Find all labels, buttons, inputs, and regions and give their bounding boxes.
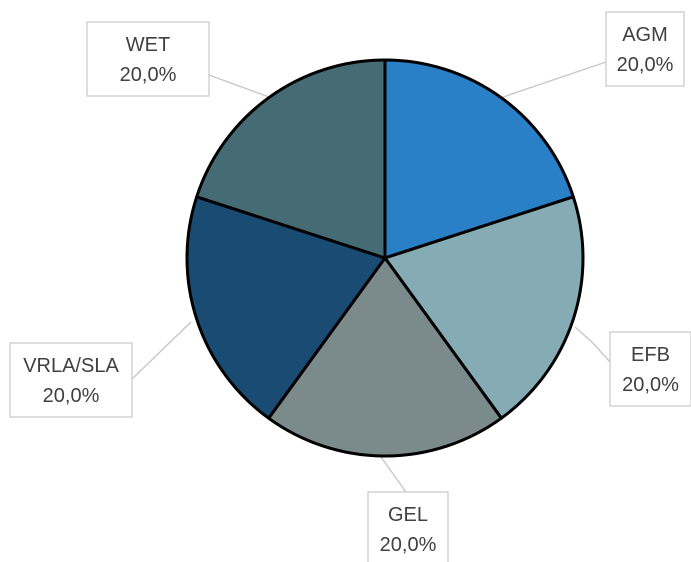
leader-lines [131, 61, 611, 493]
data-label-box [367, 491, 449, 562]
data-label-category: AGM [622, 24, 668, 46]
data-label-category: GEL [388, 504, 428, 526]
pie-slice-wet [195, 58, 387, 260]
data-label-value: 20,0% [617, 54, 674, 76]
data-label-category: WET [126, 34, 170, 56]
leader-line-vrla-sla [131, 321, 192, 380]
data-labels: AGM20,0%EFB20,0%GEL20,0%VRLA/SLA20,0%WET… [9, 11, 691, 562]
pie-slice-efb [383, 195, 585, 420]
pie-slice-gel [267, 256, 503, 458]
data-label-value: 20,0% [43, 385, 100, 407]
data-label-value: 20,0% [380, 534, 437, 556]
leader-line-gel [380, 456, 407, 493]
pie-slice-vrla-sla [185, 195, 387, 420]
data-label-vrla-sla: VRLA/SLA 20,0% [9, 342, 133, 418]
data-label-agm: AGM 20,0% [605, 11, 685, 87]
data-label-category: VRLA/SLA [23, 355, 119, 377]
data-label-gel: GEL 20,0% [367, 491, 449, 562]
data-label-category: EFB [631, 344, 670, 366]
data-label-efb: EFB 20,0% [609, 331, 691, 407]
data-label-box [9, 342, 133, 418]
data-label-box [605, 11, 685, 87]
pie-slice-agm [383, 58, 575, 260]
data-label-box [86, 21, 210, 97]
data-label-wet: WET 20,0% [86, 21, 210, 97]
data-label-value: 20,0% [622, 374, 679, 396]
data-label-box [609, 331, 691, 407]
data-label-value: 20,0% [120, 64, 177, 86]
leader-line-efb [574, 326, 611, 363]
leader-line-wet [208, 74, 270, 98]
pie-slices [185, 58, 585, 458]
leader-line-agm [502, 61, 607, 98]
